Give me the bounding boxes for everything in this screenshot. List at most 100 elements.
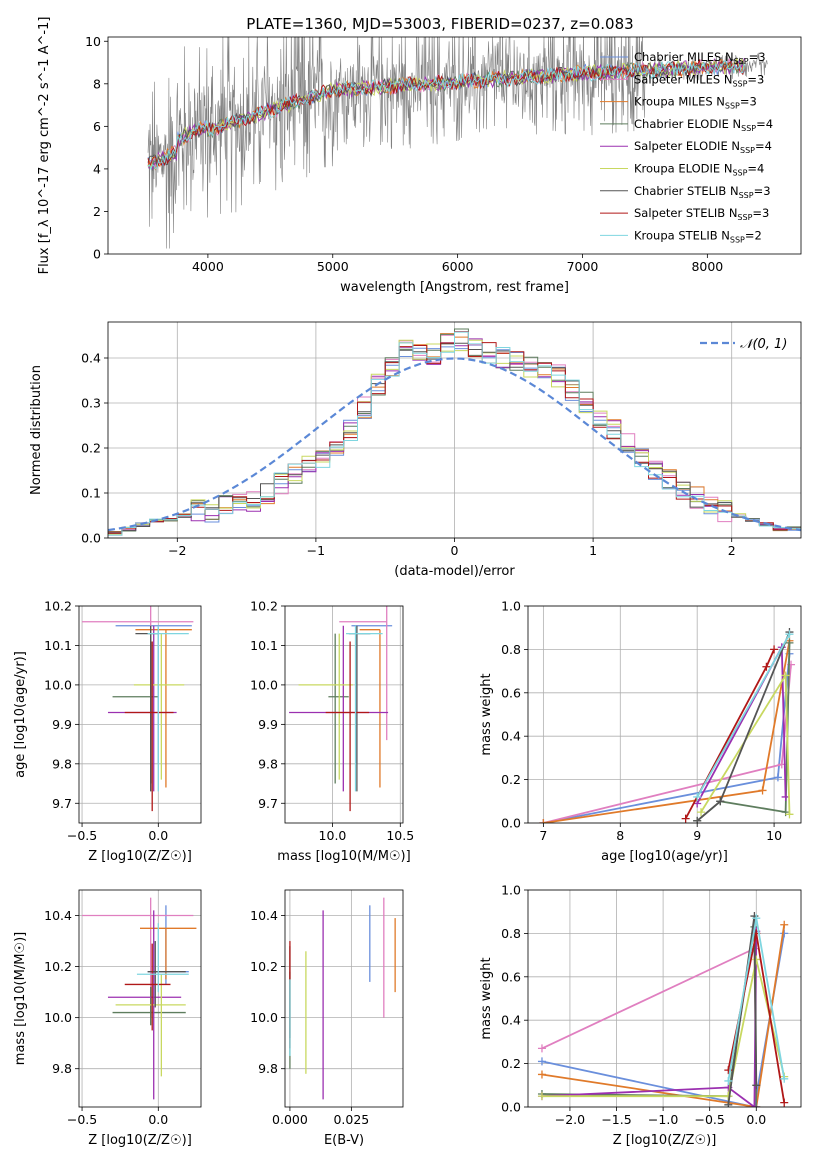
weight-marker xyxy=(537,1044,546,1053)
legend-label: Chabrier ELODIE NSSP=4 xyxy=(634,117,773,133)
y-tick-label: 10.2 xyxy=(250,959,278,974)
y-tick-label: 2 xyxy=(93,204,101,219)
x-tick-label: 0.000 xyxy=(272,1112,308,1127)
panel-mass-vs-Z: −0.5 0.0 9.8 10.0 10.2 10.4 Z [log10(Z/Z☉)] mas… xyxy=(13,889,202,1148)
weight-marker xyxy=(539,819,548,823)
y-tick-label: 0.4 xyxy=(81,351,101,366)
errorbar-point-5 xyxy=(133,633,185,780)
y-tick-label: 0.6 xyxy=(501,969,521,984)
weight-marker xyxy=(770,645,779,654)
panel-weight-vs-age: 7 8 9 10 0.0 0.2 0.4 0.6 0.8 1.0 age [log10(age/yr… xyxy=(479,599,802,864)
errorbar-point-3 xyxy=(112,987,186,1026)
grid-mass-vs-EBV xyxy=(285,890,403,1107)
errorbar-point-2 xyxy=(135,629,192,788)
errorbar-point-2 xyxy=(140,927,197,980)
spectrum-model-line-8 xyxy=(147,60,745,171)
y-tick-label: 0.2 xyxy=(81,441,101,456)
axis-frame xyxy=(107,36,802,255)
x-tick-label: 6000 xyxy=(442,259,474,274)
panel-spectrum: 4000 5000 6000 7000 8000 0 2 4 6 8 10 wavelength [A… xyxy=(37,17,802,295)
errorbar-point-6 xyxy=(135,625,159,792)
y-tick-label: 0.8 xyxy=(501,642,521,657)
weight-marker xyxy=(537,1057,546,1066)
weight-marker xyxy=(785,810,794,819)
legend-label: Kroupa ELODIE NSSP=4 xyxy=(634,162,764,178)
y-tick-label: 9.8 xyxy=(258,756,278,771)
y-tick-label: 9.9 xyxy=(52,717,72,732)
panel-mass-vs-EBV: 0.000 0.025 9.8 10.0 10.2 10.4 E(B-V) xyxy=(250,889,404,1148)
x-tick-label: 0 xyxy=(451,543,459,558)
x-tick-label: 4000 xyxy=(192,259,224,274)
y-tick-label: 6 xyxy=(93,119,101,134)
weight-line-2 xyxy=(541,924,786,1107)
y-tick-label: 10.2 xyxy=(44,959,72,974)
spectrum-model-line-7 xyxy=(147,59,745,168)
plot-area-residuals xyxy=(108,328,801,536)
x-tick-label: 10.5 xyxy=(386,828,414,843)
spectrum-legend: Chabrier MILES NSSP=3 Salpeter MILES NSSP… xyxy=(600,50,773,244)
y-axis-label: mass weight xyxy=(479,957,494,1039)
legend-label: Salpeter MILES NSSP=3 xyxy=(634,72,764,88)
weight-line-0 xyxy=(543,653,791,823)
weight-marker xyxy=(780,920,789,929)
plot-area-mass-vs-Z xyxy=(82,897,197,1100)
y-tick-label: 0 xyxy=(93,247,101,262)
x-tick-label: 0.025 xyxy=(333,1112,369,1127)
axis-frame xyxy=(78,605,202,824)
weight-line-1 xyxy=(541,947,758,1107)
x-axis-label: Z [log10(Z/Z☉)] xyxy=(88,849,192,864)
y-tick-label: 10.0 xyxy=(44,677,72,692)
weight-line-4 xyxy=(541,931,758,1107)
x-tick-label: 0.0 xyxy=(746,1112,766,1127)
x-tick-label: 10 xyxy=(766,828,782,843)
panel-weight-vs-Z: −2.0 −1.5 −1.0 −0.5 0.0 0.0 0.2 0.4 0.6 0.8 1.0 Z [… xyxy=(479,883,802,1148)
y-axis-label: age [log10(age/yr)] xyxy=(13,651,28,778)
x-tick-label: −0.5 xyxy=(67,1112,97,1127)
y-tick-label: 9.8 xyxy=(52,1061,72,1076)
x-axis-label: Z [log10(Z/Z☉)] xyxy=(88,1133,192,1148)
weight-marker xyxy=(758,786,767,795)
y-axis-label: Flux [f_λ 10^-17 erg cm^-2 s^-1 A^-1] xyxy=(37,17,52,275)
axis-frame xyxy=(78,889,202,1108)
x-tick-label: −0.5 xyxy=(67,828,97,843)
x-tick-label: −2.0 xyxy=(555,1112,585,1127)
panel-residuals: −2 −1 0 1 2 0.0 0.1 0.2 0.3 0.4 (data-model)/error… xyxy=(29,321,802,579)
errorbar-point-7 xyxy=(124,641,174,812)
y-tick-label: 0.0 xyxy=(501,816,521,831)
weight-marker xyxy=(780,1074,789,1083)
x-axis-label: Z [log10(Z/Z☉)] xyxy=(613,1133,717,1148)
y-tick-label: 10.4 xyxy=(44,908,72,923)
x-tick-label: 7000 xyxy=(567,259,599,274)
grid-age-vs-Z xyxy=(79,605,201,823)
weight-marker xyxy=(693,816,702,823)
weight-marker xyxy=(785,630,794,639)
panel-age-vs-mass: 10.0 10.5 9.7 9.8 9.9 10.0 10.1 10.2 mass [log10… xyxy=(250,599,414,865)
legend-label: Kroupa STELIB NSSP=2 xyxy=(634,228,762,244)
x-tick-label: 8000 xyxy=(691,259,723,274)
weight-line-4 xyxy=(696,643,787,804)
y-tick-label: 0.4 xyxy=(501,729,521,744)
grid-residuals xyxy=(108,322,801,539)
x-tick-label: 2 xyxy=(728,543,736,558)
y-tick-label: 10.2 xyxy=(44,599,72,614)
y-tick-label: 1.0 xyxy=(501,599,521,614)
weight-marker xyxy=(750,1103,759,1107)
legend-label: Salpeter STELIB NSSP=3 xyxy=(634,206,769,222)
y-tick-label: 0.0 xyxy=(501,1100,521,1115)
x-axis-label: (data-model)/error xyxy=(394,564,515,579)
errorbar-point-6 xyxy=(348,625,371,792)
x-axis-label: age [log10(age/yr)] xyxy=(601,849,728,864)
errorbar-point-8 xyxy=(147,625,189,792)
errorbar-point-3 xyxy=(112,633,159,784)
errorbar-point-0 xyxy=(351,625,393,764)
axis-frame xyxy=(527,889,802,1108)
normal-reference-curve xyxy=(108,357,801,532)
weight-marker xyxy=(693,792,702,801)
axis-frame xyxy=(284,889,404,1108)
plot-area-age-vs-Z xyxy=(82,606,194,812)
x-tick-label: −1.5 xyxy=(601,1112,631,1127)
plot-area-weight-vs-Z xyxy=(537,912,789,1107)
x-tick-label: 1 xyxy=(589,543,597,558)
y-tick-label: 0.8 xyxy=(501,926,521,941)
legend-label: 𝒩(0, 1) xyxy=(740,337,787,352)
